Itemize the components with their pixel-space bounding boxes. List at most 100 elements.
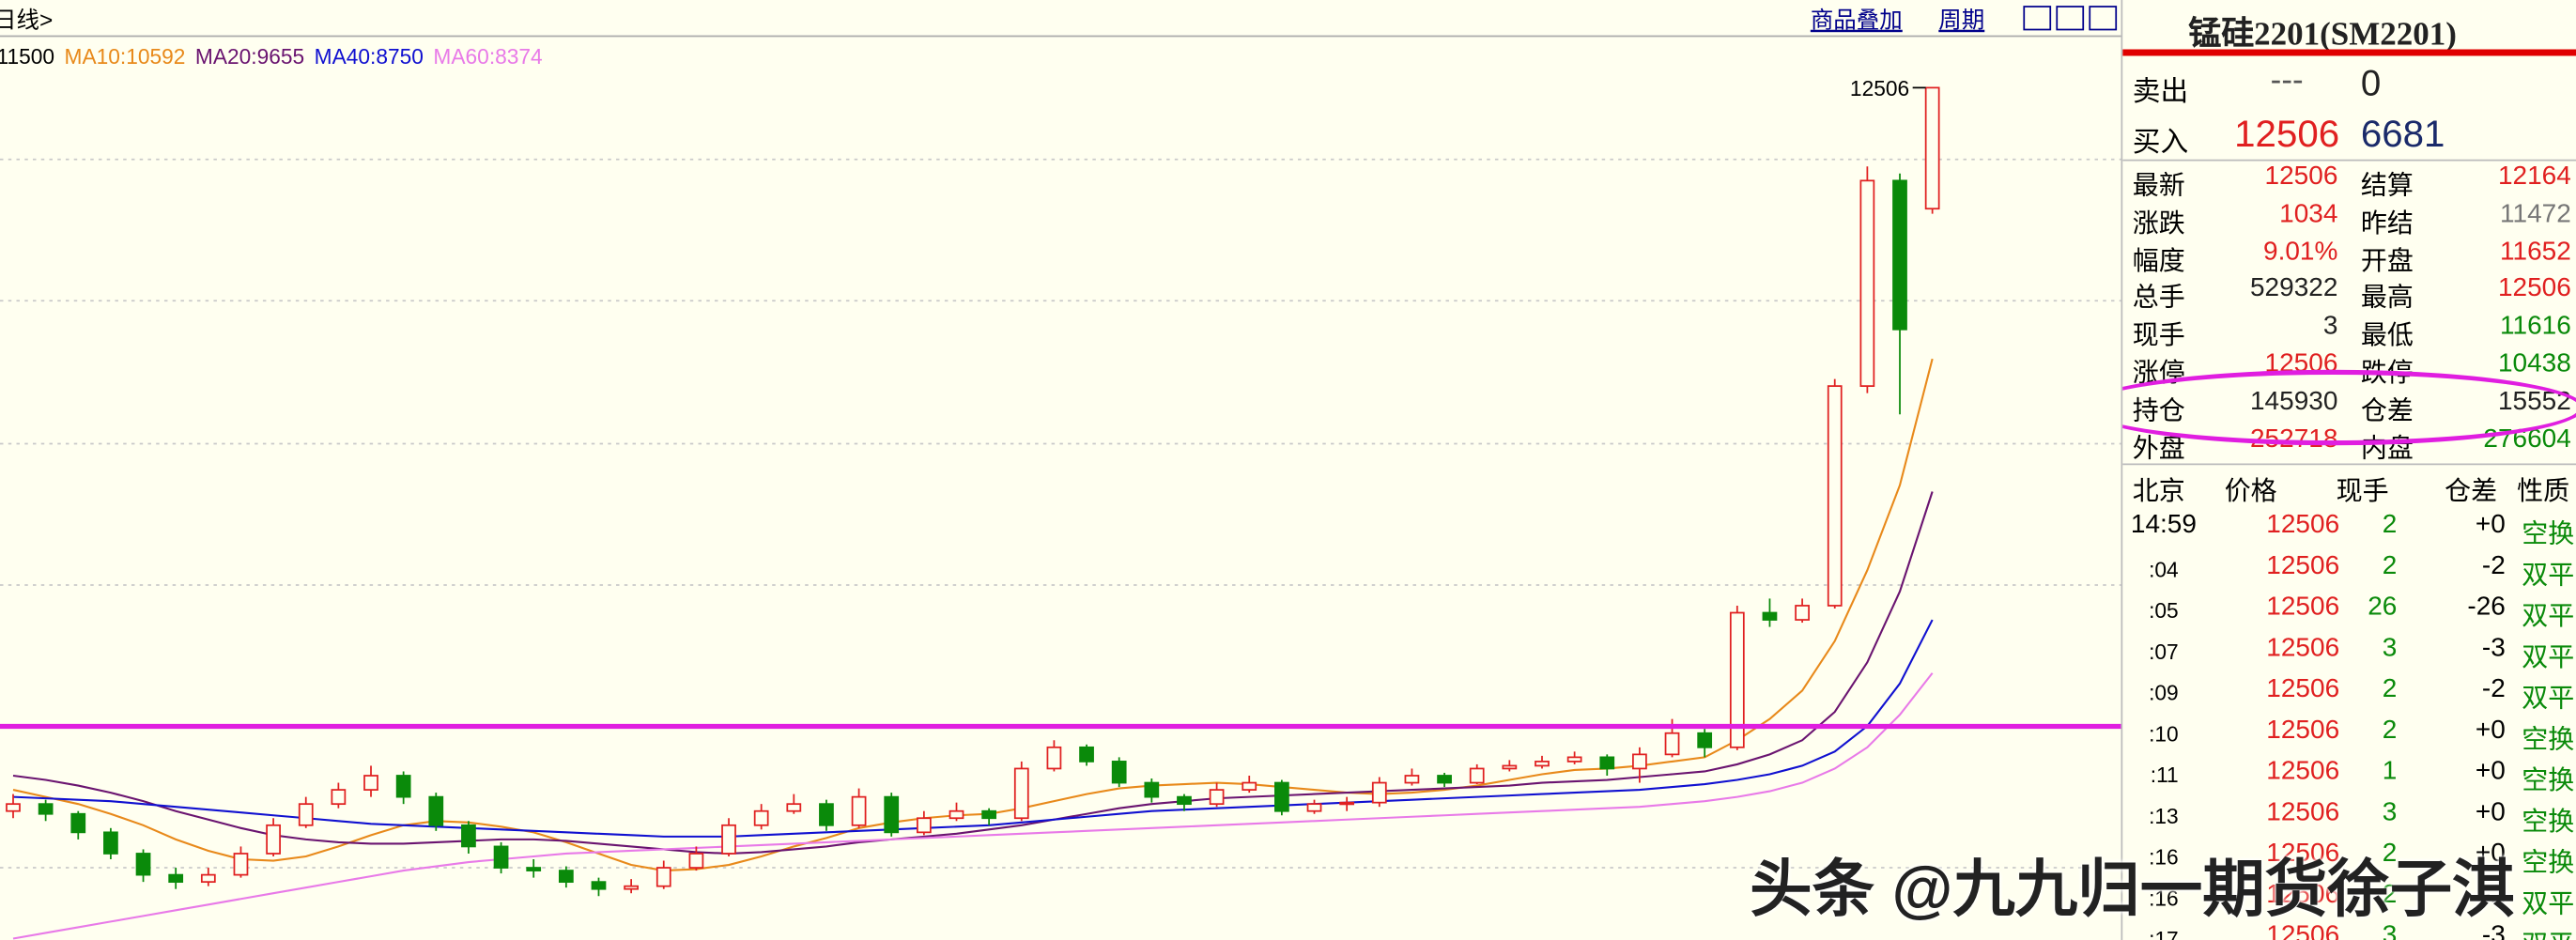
row: :10 12506 2 +0 空换 [2122, 717, 2576, 756]
cell: 锰硅2201(SM2201) [2188, 16, 2457, 54]
overlay-link[interactable]: 商品叠加 [1811, 8, 1903, 34]
row: 买入 12506 6681 [2122, 112, 2576, 162]
cell: 现手 [2336, 478, 2389, 506]
cell: 12506 [2266, 675, 2340, 703]
ma-label: MA20:9655 [195, 44, 304, 69]
btn-layout[interactable] [2089, 6, 2118, 31]
candle-body [266, 824, 281, 855]
candle-body [1274, 781, 1289, 812]
candle-body [558, 870, 574, 884]
cell: 26 [2368, 593, 2398, 622]
candle-body [1339, 801, 1355, 806]
cell: 北京 [2132, 478, 2185, 506]
cell: 幅度 [2132, 247, 2185, 276]
cell: 9.01% [2263, 238, 2338, 266]
cell: 529322 [2249, 274, 2338, 303]
candle-body [981, 809, 997, 820]
candle-body [1404, 775, 1420, 784]
cell: :16 [2149, 886, 2179, 911]
candle-body [103, 831, 118, 855]
cell: 12506 [2266, 717, 2340, 745]
ma-line [12, 672, 1934, 940]
row: 涨跌 1034 昨结 11472 [2122, 200, 2576, 239]
period-label[interactable]: 日线> [0, 8, 53, 34]
cell: -3 [2481, 634, 2506, 663]
row: 现手 3 最低 11616 [2122, 313, 2576, 351]
cell: 最低 [2360, 322, 2414, 351]
btn-left[interactable] [2023, 6, 2052, 31]
candle-body [428, 795, 444, 826]
cell: 12506 [2266, 593, 2340, 622]
ma-label: MA60:8374 [433, 44, 542, 69]
cell: 空换 [2522, 849, 2575, 878]
candle-body [1177, 795, 1192, 806]
cell: 空换 [2522, 809, 2575, 837]
cell: :16 [2149, 844, 2179, 870]
cycle-link[interactable]: 周期 [1938, 8, 1984, 34]
cell: 12506 [2266, 798, 2340, 827]
ma-line [12, 491, 1934, 855]
cell: 涨跌 [2132, 209, 2185, 239]
cell: 12506 [2266, 634, 2340, 663]
candle-body [591, 881, 607, 890]
divider [2122, 463, 2576, 466]
cell: 结算 [2360, 172, 2414, 201]
cell: 卖出 [2132, 75, 2189, 107]
cell: :04 [2149, 557, 2179, 582]
candle-body [168, 873, 184, 884]
highlight-ellipse [2122, 369, 2576, 446]
ma-label: 11500 [0, 44, 54, 69]
cell: 1 [2382, 757, 2398, 786]
cell: 12164 [2497, 162, 2571, 191]
cell: 12506 [2266, 840, 2340, 868]
cell: 3 [2382, 798, 2398, 827]
row: 锰硅2201(SM2201) [2122, 0, 2576, 54]
candle-body [624, 885, 639, 890]
candle-body [1632, 753, 1647, 770]
candle-body [1502, 764, 1518, 770]
cell: 11652 [2500, 238, 2571, 266]
title-underline [2122, 49, 2576, 56]
candle-body [851, 795, 867, 826]
row: 北京 价格 现手 仓差 性质 [2122, 469, 2576, 506]
candle-body [1469, 767, 1485, 784]
cell: 12506 [2266, 552, 2340, 580]
cell: 1034 [2279, 200, 2338, 228]
candle-body [1827, 385, 1843, 607]
candle-body [1144, 781, 1160, 798]
cell: 空换 [2522, 520, 2575, 549]
cell: 买入 [2132, 126, 2189, 158]
cell: 空换 [2522, 726, 2575, 755]
ma-label: MA40:8750 [315, 44, 424, 69]
candle-body [884, 795, 900, 834]
cell: :17 [2149, 927, 2179, 940]
candle-body [1242, 781, 1257, 791]
btn-right[interactable] [2056, 6, 2085, 31]
quote-panel: 锰硅2201(SM2201) 卖出 --- 0 买入 12506 6681 最新 12506 结算… [2121, 0, 2576, 940]
cell: :09 [2149, 680, 2179, 705]
grid [0, 158, 2121, 869]
cell: 2 [2382, 840, 2398, 868]
divider [2122, 159, 2576, 162]
candle-body [6, 803, 21, 812]
cell: 最高 [2360, 285, 2414, 314]
cell: -2 [2481, 881, 2506, 909]
candle-body [753, 809, 769, 826]
cell: 3 [2382, 921, 2398, 940]
cell: 昨结 [2360, 209, 2414, 239]
cell: 12506 [2266, 511, 2340, 539]
cell: 2 [2382, 881, 2398, 909]
candle-body [1599, 756, 1615, 770]
ma-lines [12, 358, 1934, 940]
cell: 12506 [2266, 921, 2340, 940]
cell: 性质 [2517, 478, 2570, 506]
candle-body [1729, 611, 1745, 748]
row: :07 12506 3 -3 双平 [2122, 635, 2576, 674]
candle-body [1111, 761, 1127, 784]
cell: 2 [2382, 552, 2398, 580]
cell: 开盘 [2360, 247, 2414, 276]
cell: 12506 [2264, 162, 2338, 191]
row: :17 12506 3 -3 双平 [2122, 922, 2576, 940]
cell: -3 [2481, 921, 2506, 940]
